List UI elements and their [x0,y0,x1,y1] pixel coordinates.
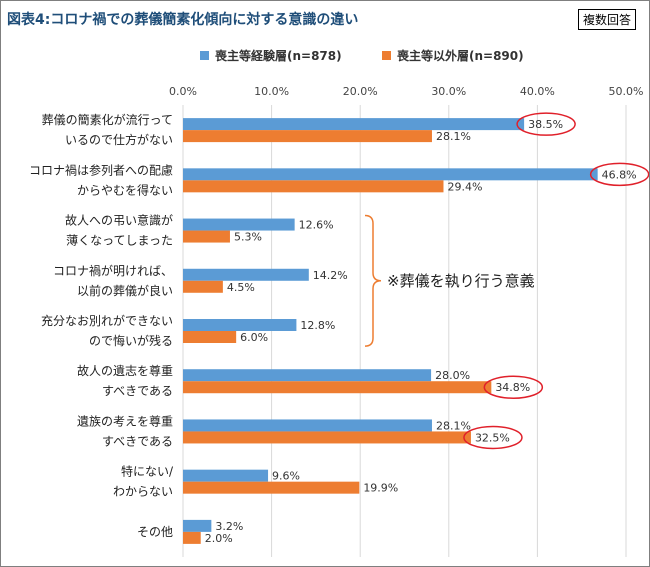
x-tick-label-3: 30.0% [431,85,466,98]
bar-s1-c4 [183,331,237,343]
bar-s1-c1 [183,180,444,193]
legend-swatch-blue [200,51,209,60]
highlight-ellipse-3 [463,425,523,450]
highlight-ellipse-0 [516,112,576,136]
chart-title: 図表4:コロナ禍での葬儀簡素化傾向に対する意識の違い [7,12,359,28]
x-tick-label-2: 20.0% [343,85,378,98]
bar-s1-c3 [183,280,223,293]
value-label-s1-c3: 4.5% [227,281,255,294]
annotation-bracket [364,214,382,347]
value-label-s0-c7: 9.6% [272,470,300,483]
bar-s0-c7 [183,469,269,482]
x-tick-label-5: 50.0% [609,85,644,98]
x-tick-label-1: 10.0% [254,85,289,98]
bar-s0-c2 [183,218,295,231]
legend-swatch-orange [382,51,391,60]
value-label-s0-c1: 46.8% [602,168,637,181]
bar-s1-c2 [183,230,230,243]
x-tick-label-0: 0.0% [169,85,197,98]
bar-s0-c5 [183,369,432,382]
x-tick-label-4: 40.0% [520,85,555,98]
value-label-s1-c2: 5.3% [234,231,262,244]
bar-s1-c7 [183,481,360,494]
bar-s1-c5 [183,381,492,394]
value-label-s0-c3: 14.2% [313,269,348,282]
legend-label-others: 喪主等以外層(n=890) [397,49,524,63]
value-label-s1-c4: 6.0% [240,331,268,344]
bar-s1-c0 [183,130,432,143]
category-label-3-0: コロナ禍が明ければ、 [53,263,173,278]
category-label-4-0: 充分なお別れができない [41,313,173,328]
value-label-s0-c6: 28.1% [436,419,471,432]
category-label-1-1: からやむを得ない [77,182,173,197]
value-label-s1-c7: 19.9% [363,482,398,495]
bar-s1-c8 [183,531,201,544]
value-label-s1-c1: 29.4% [447,180,482,193]
category-label-3-1: 以前の葬儀が良い [77,283,173,298]
bar-s0-c8 [183,519,212,532]
value-label-s1-c8: 2.0% [205,532,233,545]
legend-label-experienced: 喪主等経験層(n=878) [215,49,342,63]
multiple-answer-badge: 複数回答 [578,9,637,30]
bar-s1-c6 [183,431,471,444]
highlight-ellipse-1 [589,162,649,187]
value-label-s0-c2: 12.6% [299,219,334,232]
category-label-7-0: 特にない/ [121,464,174,479]
bar-s0-c6 [183,419,432,432]
value-label-s0-c0: 38.5% [528,118,563,131]
value-label-s0-c8: 3.2% [215,520,243,533]
category-label-6-1: すべきである [102,434,173,448]
category-label-0-0: 葬儀の簡素化が流行って [42,112,173,127]
value-label-s1-c5: 34.8% [495,381,530,394]
category-label-2-0: 故人への弔い意識が [65,213,173,228]
category-label-7-1: わからない [113,485,173,499]
value-label-s0-c5: 28.0% [435,369,470,382]
value-label-s1-c6: 32.5% [475,431,510,444]
annotation-text: ※葬儀を執り行う意義 [387,272,535,290]
legend-item-experienced: 喪主等経験層(n=878) [200,47,342,64]
category-label-0-1: いるので仕方がない [65,132,173,147]
highlight-ellipse-2 [483,375,544,399]
category-label-1-0: コロナ禍は参列者への配慮 [29,162,173,177]
legend-item-others: 喪主等以外層(n=890) [382,47,524,64]
bar-s0-c1 [183,168,598,181]
value-label-s1-c0: 28.1% [436,130,471,143]
category-label-6-0: 遺族の考えを尊重 [77,413,173,428]
value-label-s0-c4: 12.8% [300,319,335,332]
category-label-8-0: その他 [137,525,173,539]
bar-s0-c0 [183,118,525,131]
category-label-2-1: 薄くなってしまった [66,233,173,248]
bar-s0-c4 [183,319,297,331]
category-label-5-1: すべきである [102,384,173,398]
category-label-5-0: 故人の遺志を尊重 [77,363,173,378]
bar-s0-c3 [183,268,309,281]
category-label-4-1: ので悔いが残る [89,333,173,348]
